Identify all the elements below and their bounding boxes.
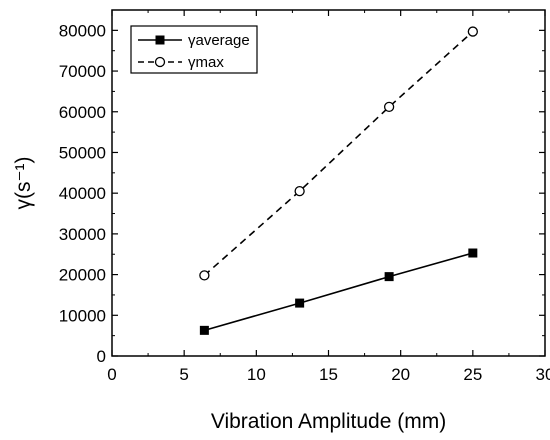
y-tick-label: 0 bbox=[97, 347, 106, 366]
data-point bbox=[295, 298, 305, 308]
y-tick-label: 70000 bbox=[59, 62, 106, 81]
series-gamma-average bbox=[199, 248, 478, 335]
legend-marker bbox=[154, 56, 166, 68]
series-layer bbox=[199, 26, 478, 335]
x-tick-label: 30 bbox=[536, 365, 550, 384]
y-tick-label: 30000 bbox=[59, 225, 106, 244]
data-point bbox=[467, 26, 478, 37]
x-tick-label: 10 bbox=[247, 365, 266, 384]
legend-box bbox=[130, 25, 258, 74]
legend-label: γmax bbox=[188, 54, 224, 71]
axes: 0 5 10 15 20 25 30 0 10000 20000 30000 40000 50000 60… bbox=[59, 9, 550, 384]
legend: γaverage γmax bbox=[130, 25, 258, 74]
data-point bbox=[199, 325, 209, 335]
legend-marker bbox=[155, 35, 165, 45]
y-tick-label: 10000 bbox=[59, 306, 106, 325]
y-tick-label: 40000 bbox=[59, 184, 106, 203]
y-tick-label: 60000 bbox=[59, 103, 106, 122]
x-tick-label: 0 bbox=[107, 365, 116, 384]
x-tick-label: 25 bbox=[463, 365, 482, 384]
x-axis-title: Vibration Amplitude (mm) bbox=[211, 410, 446, 433]
data-point bbox=[468, 248, 478, 258]
legend-label: γaverage bbox=[188, 32, 250, 49]
data-point bbox=[383, 101, 395, 113]
series-gamma-max bbox=[199, 26, 478, 281]
series-line bbox=[204, 252, 474, 332]
series-line bbox=[203, 30, 474, 277]
y-axis-title: γ(s⁻¹) bbox=[12, 156, 35, 209]
y-tick-label: 80000 bbox=[59, 21, 106, 40]
x-tick-label: 20 bbox=[391, 365, 410, 384]
x-tick-label: 15 bbox=[319, 365, 338, 384]
y-tick-label: 20000 bbox=[59, 266, 106, 285]
data-point bbox=[384, 272, 394, 282]
data-point bbox=[199, 270, 210, 281]
data-point bbox=[294, 185, 305, 197]
x-tick-label: 5 bbox=[179, 365, 188, 384]
y-tick-label: 50000 bbox=[59, 143, 106, 162]
